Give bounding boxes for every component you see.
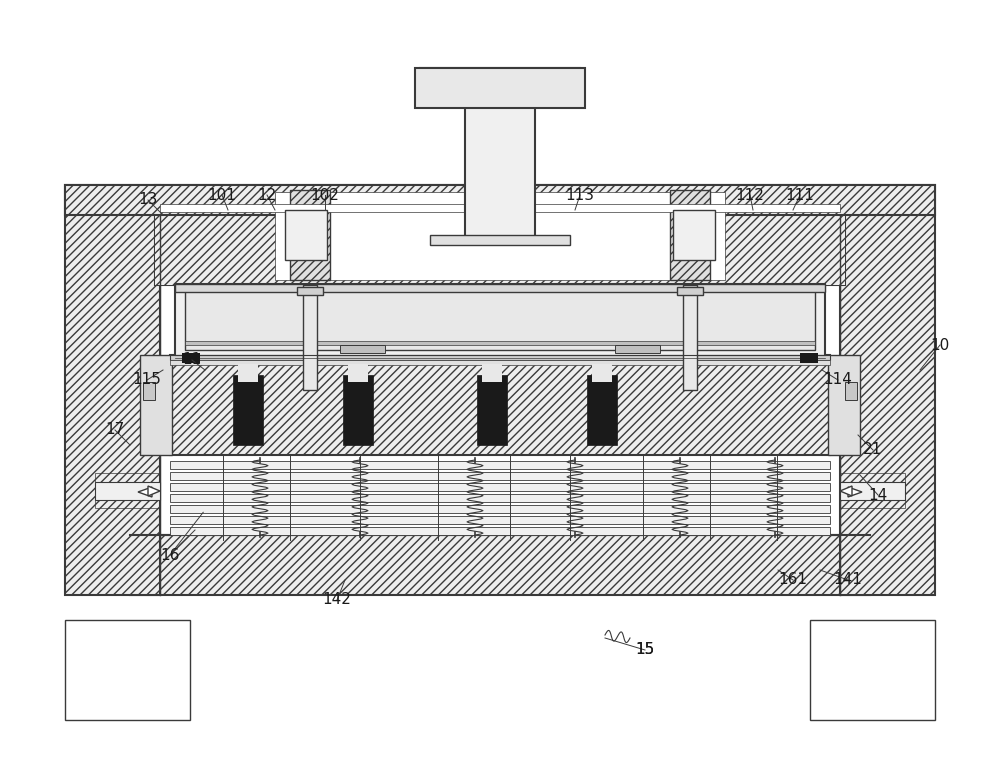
Text: 12: 12 — [257, 188, 277, 203]
Bar — [95, 482, 160, 500]
Bar — [175, 284, 825, 292]
Text: 141: 141 — [834, 572, 862, 587]
Bar — [343, 375, 373, 445]
Bar — [130, 535, 870, 595]
Text: 112: 112 — [736, 188, 764, 203]
Bar — [275, 192, 725, 280]
Bar — [683, 285, 697, 390]
Bar — [170, 505, 830, 513]
Bar — [430, 235, 570, 245]
Bar — [170, 472, 830, 480]
Bar — [170, 355, 830, 360]
Bar — [140, 355, 172, 455]
Bar — [840, 482, 905, 500]
Bar — [800, 353, 818, 363]
Text: 11: 11 — [182, 353, 202, 368]
Polygon shape — [138, 487, 152, 497]
Bar — [170, 527, 830, 535]
Bar — [160, 204, 840, 212]
Polygon shape — [848, 487, 862, 497]
Bar — [155, 185, 275, 285]
Bar — [477, 375, 507, 445]
Bar — [673, 210, 715, 260]
Text: 15: 15 — [635, 643, 655, 658]
Bar — [290, 190, 330, 280]
Bar — [175, 284, 825, 356]
Bar — [155, 185, 845, 285]
Bar — [482, 364, 502, 382]
Bar — [840, 473, 905, 508]
Bar — [170, 516, 830, 524]
Bar — [297, 287, 323, 295]
Bar — [95, 473, 160, 508]
Bar — [340, 345, 385, 353]
Text: 102: 102 — [311, 188, 339, 203]
Bar — [615, 345, 660, 353]
Bar — [170, 483, 830, 491]
Text: 142: 142 — [323, 593, 351, 608]
Bar — [420, 68, 580, 103]
Bar — [348, 364, 368, 382]
Text: 13: 13 — [138, 192, 158, 207]
Bar — [170, 461, 830, 469]
Bar — [810, 620, 935, 720]
Text: 14: 14 — [868, 487, 888, 503]
Polygon shape — [840, 486, 852, 496]
Bar — [238, 364, 258, 382]
Bar — [170, 494, 830, 502]
Polygon shape — [148, 486, 160, 496]
Bar — [170, 355, 830, 455]
Bar — [143, 382, 155, 400]
Bar — [185, 341, 815, 345]
Bar — [182, 353, 200, 363]
Text: 115: 115 — [133, 372, 161, 388]
Bar — [592, 364, 612, 382]
Bar — [725, 185, 845, 285]
Text: 17: 17 — [105, 422, 125, 437]
Text: 113: 113 — [566, 188, 594, 203]
Bar — [465, 103, 535, 240]
Bar — [670, 190, 710, 280]
Bar — [65, 185, 935, 215]
Text: 21: 21 — [863, 443, 883, 457]
Bar — [185, 290, 815, 350]
Bar — [845, 382, 857, 400]
Bar — [65, 620, 190, 720]
Text: 161: 161 — [778, 572, 808, 587]
Text: 114: 114 — [824, 372, 852, 388]
Text: 101: 101 — [208, 188, 236, 203]
Text: 15: 15 — [635, 643, 655, 658]
Bar — [65, 185, 160, 595]
Bar — [170, 360, 830, 365]
Bar — [233, 375, 263, 445]
Bar — [415, 68, 585, 108]
Bar — [303, 285, 317, 390]
Bar — [285, 210, 327, 260]
Text: 10: 10 — [930, 338, 950, 353]
Text: 111: 111 — [786, 188, 814, 203]
Bar — [828, 355, 860, 455]
Text: 16: 16 — [160, 547, 180, 562]
Bar — [677, 287, 703, 295]
Bar — [587, 375, 617, 445]
Bar — [840, 185, 935, 595]
